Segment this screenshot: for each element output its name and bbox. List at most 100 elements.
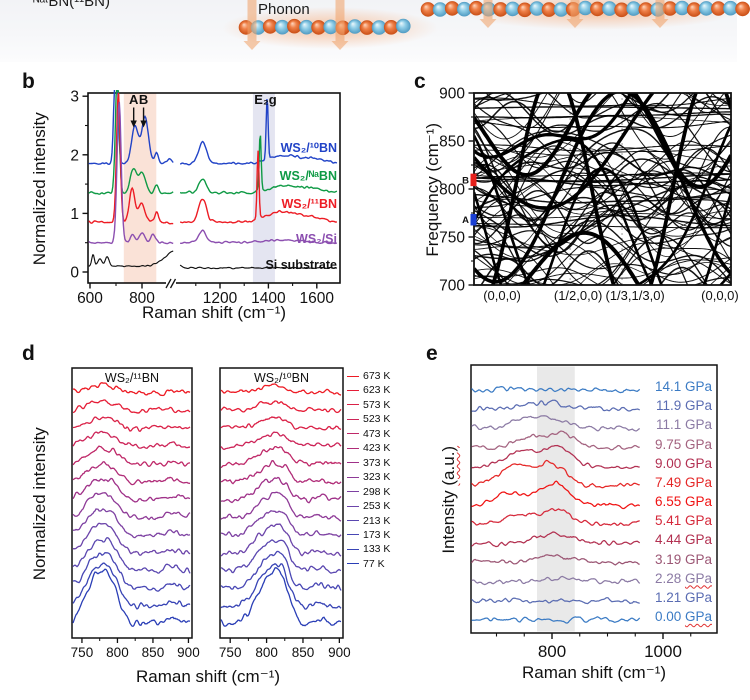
d-subpanel-title-11bn: WS₂/¹¹BN — [104, 371, 160, 385]
spectrum-curve — [474, 106, 731, 110]
spectrum-curve — [220, 523, 342, 557]
annotation-arrow-icon — [130, 120, 137, 128]
spectrum-curve — [474, 259, 731, 285]
spectrum-curve — [88, 90, 174, 195]
d-legend-item: 473 K — [347, 427, 390, 441]
pressure-label: 9.00 GPa — [626, 456, 712, 471]
nitrogen-atom-icon — [323, 19, 339, 35]
svg-text:750: 750 — [71, 645, 94, 660]
pressure-unit: GPa — [684, 398, 712, 414]
e-y-axis-label-text: Intensity — [439, 485, 459, 554]
spectrum-curve — [474, 150, 731, 228]
spectrum-curve — [471, 480, 641, 510]
d-legend-item: 373 K — [347, 456, 390, 470]
spectrum-curve — [474, 208, 731, 259]
pressure-unit: GPa — [684, 436, 712, 452]
pressure-unit: GPa — [684, 513, 712, 529]
spectrum-curve — [474, 120, 731, 197]
pressure-unit: GPa — [684, 417, 712, 433]
spectrum-curve — [471, 531, 641, 548]
panel-d-temperature-raman: 750 800 850 900 750 800 850 900 — [71, 367, 351, 660]
spectrum-curve — [474, 214, 731, 228]
svg-text:800: 800 — [538, 642, 566, 661]
e-x-axis-label: Raman shift (cm⁻¹) — [521, 663, 667, 682]
pressure-unit: GPa — [684, 379, 712, 394]
spectrum-curve — [471, 459, 640, 489]
pressure-unit: GPa — [684, 551, 712, 567]
nitrogen-atom-icon — [457, 1, 472, 17]
spectrum-curve — [220, 383, 342, 396]
nitrogen-atom-icon — [602, 1, 617, 16]
nitrogen-atom-icon — [578, 0, 593, 16]
nitrogen-atom-icon — [396, 18, 411, 34]
panel-a-schematic — [222, 0, 750, 50]
boron-atom-icon — [711, 1, 726, 16]
boron-atom-icon — [359, 20, 375, 35]
phonon-arrow-icon — [651, 0, 669, 28]
d-legend-line-icon — [347, 548, 359, 550]
d-legend-temperature: 373 K — [363, 456, 391, 469]
pressure-label: 2.28 GPa — [626, 571, 712, 586]
svg-text:A: A — [462, 215, 469, 226]
d-legend-temperature: 298 K — [363, 485, 391, 498]
spectrum-curve — [471, 430, 640, 451]
spectrum-curve — [546, 93, 695, 119]
pressure-label: 11.1 GPa — [626, 417, 712, 432]
d-legend-temperature: 573 K — [363, 398, 391, 411]
d-legend-item: 213 K — [347, 514, 390, 528]
svg-text:900: 900 — [328, 645, 351, 660]
svg-text:750: 750 — [219, 645, 242, 660]
panel-c-phonon-dispersion: 700 750 800 850 900 (0,0,0) (1/2,0,0) (1/3,1/3,… — [439, 86, 739, 304]
pressure-unit: GPa — [684, 589, 712, 605]
spectrum-curve — [220, 550, 342, 591]
svg-text:3: 3 — [70, 89, 79, 106]
phonon-arrow-icon — [479, 0, 497, 28]
pressure-value: 1.21 — [654, 589, 685, 605]
spectrum-curve — [220, 416, 342, 431]
spectrum-curve — [474, 213, 731, 220]
pressure-value: 7.49 — [654, 474, 685, 490]
spectrum-curve — [72, 382, 191, 397]
spectrum-curve — [474, 169, 731, 244]
spectrum-curve — [72, 460, 191, 486]
spectrum-curve — [72, 416, 191, 433]
spectrum-curve — [471, 385, 641, 394]
pressure-label: 11.9 GPa — [626, 398, 712, 413]
svg-text:B: B — [462, 175, 469, 186]
boron-atom-icon — [662, 1, 678, 16]
spectrum-curve — [72, 492, 191, 521]
spectrum-curve — [72, 508, 191, 539]
svg-text:B: B — [139, 92, 148, 107]
svg-text:850: 850 — [142, 645, 165, 660]
panel-letter-d: d — [22, 342, 35, 365]
d-legend-temperature: 213 K — [363, 514, 391, 527]
d-legend-item: 173 K — [347, 528, 390, 542]
pressure-label: 9.75 GPa — [626, 437, 712, 452]
boron-atom-icon — [517, 2, 533, 18]
boron-atom-icon — [493, 2, 508, 17]
pressure-label: 4.44 GPa — [626, 532, 712, 547]
e-plot-frame — [470, 364, 718, 634]
shaded-band — [123, 93, 157, 283]
phonon-arrow-icon — [331, 0, 349, 50]
svg-text:1400: 1400 — [251, 290, 286, 307]
spectrum-curve — [474, 246, 731, 285]
pressure-unit: GPa — [684, 455, 712, 471]
d-legend-item: 323 K — [347, 470, 390, 484]
panel-letter-c: c — [414, 70, 426, 93]
panel-b-raman-plot: 600 800 1200 1400 1600 0 1 2 3 A B E₂g — [70, 89, 341, 307]
spectrum-curve — [474, 172, 731, 248]
spectrum-curve — [179, 264, 338, 270]
b-series-label-si-substrate: Si substrate — [265, 258, 337, 272]
spectrum-curve — [471, 554, 640, 566]
d-legend-item: 623 K — [347, 383, 390, 397]
d-legend-temperature: 423 K — [363, 442, 391, 455]
boron-atom-icon — [541, 2, 557, 17]
spectrum-curve — [72, 445, 191, 468]
b-series-label-ws2-11bn: WS₂/¹¹BN — [281, 197, 337, 211]
spectrum-curve — [72, 552, 191, 592]
nitrogen-atom-icon — [275, 19, 290, 35]
svg-text:0: 0 — [70, 265, 79, 282]
spectrum-curve — [471, 508, 640, 527]
